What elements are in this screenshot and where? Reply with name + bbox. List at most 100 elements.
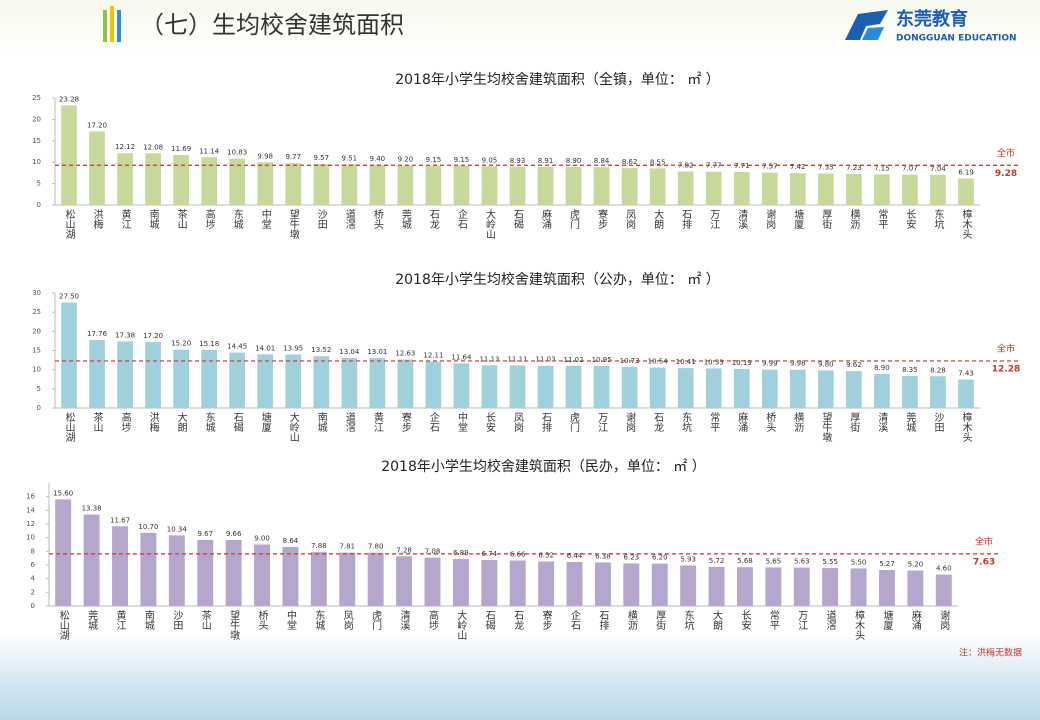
bar — [677, 368, 694, 408]
bar — [680, 565, 697, 606]
bar — [257, 354, 274, 408]
x-tick-label: 道滘 — [343, 208, 355, 229]
bar — [817, 370, 834, 408]
value-label: 17.20 — [143, 332, 163, 340]
logo: 东莞教育 DONGGUAN EDUCATION — [845, 8, 1017, 44]
bar — [793, 567, 810, 606]
x-tick-label: 企石 — [427, 411, 439, 432]
bar — [708, 566, 725, 606]
value-label: 9.98 — [257, 152, 273, 160]
value-label: 10.83 — [227, 149, 247, 157]
x-tick-label: 黄江 — [371, 411, 383, 432]
value-label: 11.11 — [507, 355, 527, 363]
x-tick-label: 寮步 — [399, 411, 411, 432]
x-tick-label: 大岭山 — [455, 609, 467, 640]
x-tick-label: 南城 — [142, 609, 154, 631]
reference-label: 全市 — [997, 147, 1015, 159]
value-label: 7.43 — [958, 370, 974, 378]
bar — [341, 164, 358, 205]
bar — [509, 166, 526, 205]
value-label: 10.54 — [648, 358, 669, 366]
value-label: 10.34 — [167, 525, 188, 533]
x-tick-label: 厚街 — [820, 209, 832, 230]
bar — [846, 371, 862, 408]
x-tick-label: 石龙 — [512, 610, 524, 630]
bar — [822, 568, 839, 606]
bar — [481, 365, 498, 408]
value-label: 9.20 — [398, 156, 414, 164]
reference-value: 9.28 — [995, 169, 1017, 179]
value-label: 7.57 — [762, 163, 778, 171]
value-label: 9.67 — [197, 530, 213, 538]
y-tick-label: 6 — [31, 561, 36, 569]
value-label: 6.66 — [510, 550, 526, 558]
value-label: 7.81 — [339, 543, 355, 551]
value-label: 6.38 — [595, 552, 611, 560]
value-label: 9.66 — [226, 530, 242, 538]
x-tick-label: 谢岗 — [938, 609, 950, 630]
value-label: 14.01 — [255, 344, 275, 352]
logo-text: 东莞教育 — [896, 8, 968, 30]
value-label: 12.11 — [423, 352, 443, 360]
chart-title: 2018年小学生均校舍建筑面积（公办，单位： ㎡ ） — [395, 271, 720, 288]
x-tick-label: 松山湖 — [63, 411, 75, 443]
value-label: 13.01 — [367, 348, 387, 356]
value-label: 5.68 — [737, 557, 753, 565]
bar — [874, 373, 890, 408]
x-tick-label: 洪梅 — [91, 209, 103, 230]
value-label: 6.89 — [453, 549, 469, 557]
x-tick-label: 石碣 — [231, 412, 243, 433]
y-tick-label: 15 — [32, 137, 41, 145]
bar — [879, 569, 895, 606]
bar — [367, 552, 384, 606]
x-tick-label: 凤岗 — [341, 610, 353, 630]
bar — [509, 560, 526, 606]
bar — [850, 568, 867, 606]
bar — [761, 369, 778, 408]
value-label: 8.64 — [283, 537, 299, 545]
bar — [907, 570, 924, 606]
bar — [168, 535, 185, 606]
x-tick-label: 望牛墩 — [228, 609, 240, 641]
page-title: （七）生均校舍建筑面积 — [140, 11, 404, 39]
logo-mark — [862, 27, 884, 40]
bar — [902, 375, 918, 408]
y-tick-label: 12 — [26, 520, 35, 528]
bar — [621, 168, 638, 205]
bar — [285, 354, 302, 408]
bar — [453, 363, 470, 408]
value-label: 6.20 — [652, 554, 668, 562]
x-tick-label: 桥头 — [764, 412, 776, 433]
x-tick-label: 虎门 — [568, 209, 580, 230]
chart-title: 2018年小学生均校舍建筑面积（民办，单位： ㎡ ） — [381, 458, 706, 475]
note: 注：洪梅无数据 — [959, 647, 1022, 659]
x-tick-label: 万江 — [708, 209, 720, 229]
value-label: 13.38 — [82, 505, 102, 513]
x-tick-label: 中堂 — [284, 609, 296, 630]
value-label: 8.93 — [510, 157, 526, 165]
value-label: 23.28 — [59, 95, 79, 103]
x-tick-label: 茶山 — [175, 208, 187, 229]
value-label: 10.33 — [704, 358, 724, 366]
bar — [369, 358, 386, 408]
bar — [565, 365, 582, 408]
bar — [930, 376, 946, 408]
x-tick-label: 石排 — [597, 610, 609, 631]
value-label: 5.63 — [794, 558, 810, 566]
value-label: 7.28 — [396, 546, 412, 554]
bar — [565, 166, 582, 205]
bar — [201, 349, 218, 408]
value-label: 9.40 — [370, 155, 386, 163]
value-label: 4.60 — [936, 565, 952, 573]
bar — [425, 165, 442, 205]
value-label: 5.20 — [908, 560, 924, 568]
x-tick-label: 常平 — [767, 609, 779, 631]
bar — [651, 563, 668, 606]
value-label: 5.55 — [822, 558, 838, 566]
value-label: 8.62 — [622, 158, 638, 166]
x-tick-label: 东城 — [313, 609, 325, 631]
bar — [736, 567, 753, 606]
title-bar-yellow — [110, 6, 114, 42]
chart-title: 2018年小学生均校舍建筑面积（全镇，单位： ㎡ ） — [395, 71, 720, 88]
bar — [140, 532, 157, 606]
